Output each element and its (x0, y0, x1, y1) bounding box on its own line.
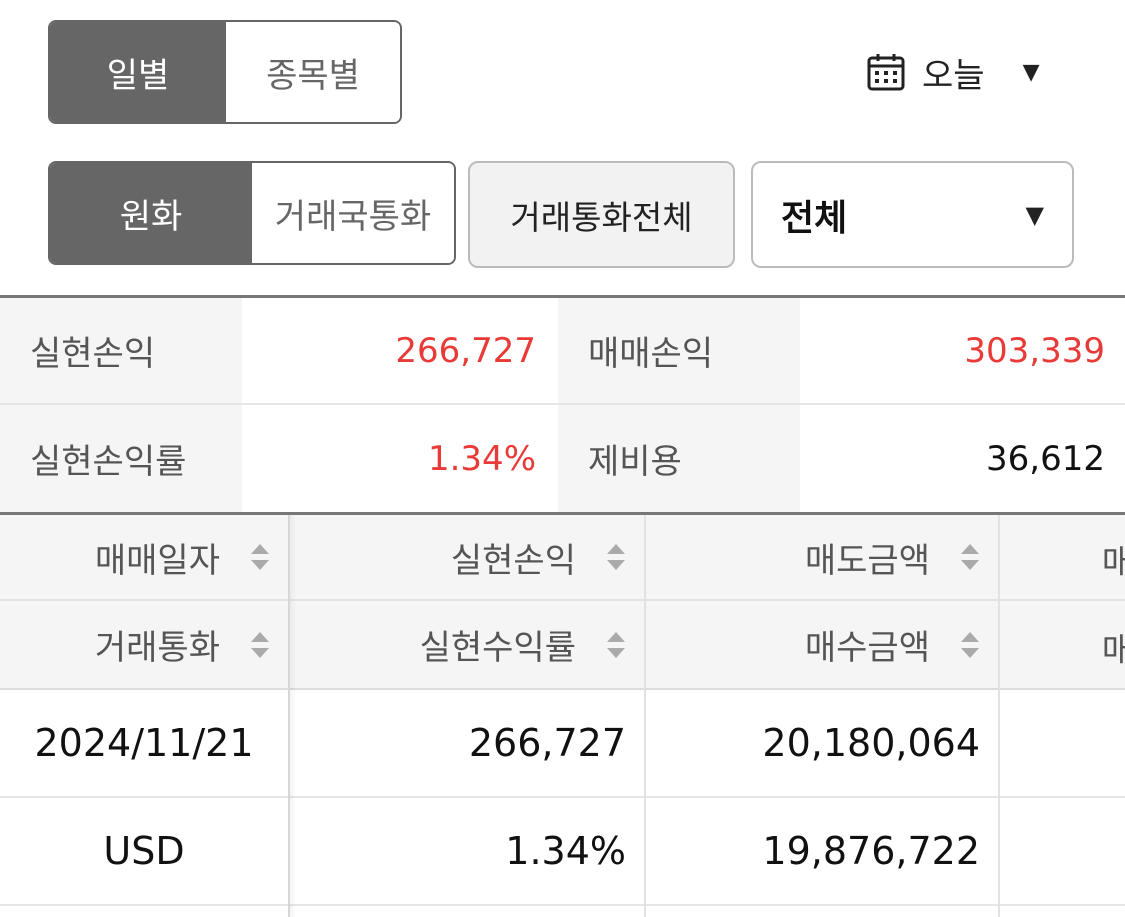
col-header-clipped[interactable]: 매 (1101, 630, 1125, 671)
trade-pl-label: 매매손익 (558, 298, 800, 403)
col-header-realized-pl[interactable]: 실현손익 (290, 515, 644, 599)
col-header-sell-amount[interactable]: 매도금액 (646, 515, 998, 599)
cell-currency: USD (103, 829, 185, 873)
tab-krw[interactable]: 원화 (50, 163, 252, 263)
sort-icon (606, 630, 626, 660)
date-filter[interactable]: 오늘 ▼ (866, 40, 1039, 104)
sort-icon (960, 630, 980, 660)
summary-row: 실현손익률 1.34% 제비용 36,612 (0, 405, 1125, 515)
sort-icon (250, 542, 270, 572)
trade-table: 매매일자 실현손익 매도금액 매 거래통화 실현수익률 매수금액 매 2024/… (0, 515, 1125, 917)
table-row[interactable]: 2024/11/21 266,727 20,180,064 (0, 690, 1125, 798)
sort-icon (960, 542, 980, 572)
realized-pl-value: 266,727 (244, 298, 556, 403)
calendar-icon (867, 54, 905, 91)
frozen-column-shadow (288, 515, 296, 917)
cell-realized-rate: 1.34% (505, 829, 626, 873)
col-header-realized-rate[interactable]: 실현수익률 (290, 601, 644, 688)
realized-rate-label: 실현손익률 (0, 405, 242, 512)
realized-rate-value: 1.34% (244, 405, 556, 512)
table-header-row: 거래통화 실현수익률 매수금액 매 (0, 601, 1125, 690)
tab-trade-currency[interactable]: 거래국통화 (252, 163, 454, 263)
col-header-trade-date[interactable]: 매매일자 (0, 515, 288, 599)
col-header-currency[interactable]: 거래통화 (0, 601, 288, 688)
summary-row: 실현손익 266,727 매매손익 303,339 (0, 298, 1125, 405)
caret-down-icon: ▼ (1022, 59, 1040, 85)
col-header-clipped[interactable]: 매 (1101, 543, 1125, 583)
date-filter-label: 오늘 (922, 55, 985, 96)
realized-pl-label: 실현손익 (0, 298, 242, 403)
sort-icon (250, 630, 270, 660)
period-toggle: 일별 종목별 (48, 20, 402, 124)
cell-trade-date: 2024/11/21 (34, 721, 254, 765)
column-divider (998, 515, 1000, 917)
fees-label: 제비용 (558, 405, 800, 512)
currency-all-button[interactable]: 거래통화전체 (468, 161, 735, 268)
market-dropdown-value: 전체 (781, 197, 848, 239)
col-header-buy-amount[interactable]: 매수금액 (646, 601, 998, 688)
currency-toggle: 원화 거래국통화 (48, 161, 456, 265)
market-dropdown[interactable]: 전체 ▼ (751, 161, 1074, 268)
column-divider (644, 515, 646, 917)
cell-sell-amount: 20,180,064 (762, 721, 980, 765)
trade-pl-value: 303,339 (802, 298, 1125, 403)
caret-down-icon: ▼ (1025, 200, 1044, 229)
sort-icon (606, 542, 626, 572)
tab-daily[interactable]: 일별 (50, 22, 226, 122)
fees-value: 36,612 (802, 405, 1125, 512)
cell-realized-pl: 266,727 (468, 721, 626, 765)
tab-by-stock[interactable]: 종목별 (226, 22, 400, 122)
column-divider (288, 515, 290, 917)
cell-buy-amount: 19,876,722 (762, 829, 980, 873)
summary-panel: 실현손익 266,727 매매손익 303,339 실현손익률 1.34% 제비… (0, 295, 1125, 515)
table-header-row: 매매일자 실현손익 매도금액 매 (0, 515, 1125, 601)
table-row[interactable]: USD 1.34% 19,876,722 (0, 798, 1125, 906)
